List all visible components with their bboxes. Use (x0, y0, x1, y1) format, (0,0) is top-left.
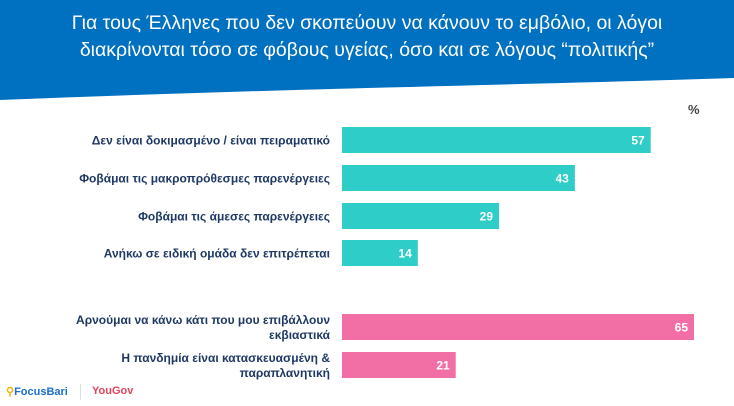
data-label: 65 (675, 321, 689, 335)
category-label: Η πανδημία είναι κατασκευασμένη & (121, 351, 330, 365)
category-label: Αρνούμαι να κάνω κάτι που μου επιβάλλουν (76, 313, 330, 327)
category-label: Φοβάμαι τις μακροπρόθεσμες παρενέργειες (79, 172, 330, 186)
category-label: Φοβάμαι τις άμεσες παρενέργειες (138, 210, 330, 224)
page-title: Για τους Έλληνες που δεν σκοπεύουν να κά… (0, 10, 734, 64)
data-label: 43 (556, 172, 570, 186)
data-label: 57 (631, 134, 645, 148)
bar (342, 352, 456, 378)
data-label: 21 (436, 359, 450, 373)
bar (342, 240, 418, 266)
title-line-1: Για τους Έλληνες που δεν σκοπεύουν να κά… (71, 12, 663, 34)
data-label: 29 (480, 210, 494, 224)
title-line-2: διακρίνονται τόσο σε φόβους υγείας, όσο … (79, 39, 655, 61)
yougov-logo: YouGov (92, 385, 134, 397)
category-label: Δεν είναι δοκιμασμένο / είναι πειραματικ… (92, 134, 330, 148)
bar (342, 165, 575, 191)
category-label: εκβιαστικά (269, 328, 331, 342)
bar (342, 203, 500, 229)
magnifier-icon: ⚲ (6, 386, 15, 398)
category-label: παραπλανητική (240, 366, 330, 380)
header-banner (0, 0, 734, 100)
category-label: Ανήκω σε ειδική ομάδα δεν επιτρέπεται (104, 247, 330, 261)
bar (342, 127, 651, 153)
unit-label: % (688, 102, 700, 117)
footer-divider (80, 384, 81, 400)
data-label: 14 (398, 247, 412, 261)
focusbari-logo: ⚲FocusBari (6, 386, 68, 398)
bar (342, 314, 694, 340)
